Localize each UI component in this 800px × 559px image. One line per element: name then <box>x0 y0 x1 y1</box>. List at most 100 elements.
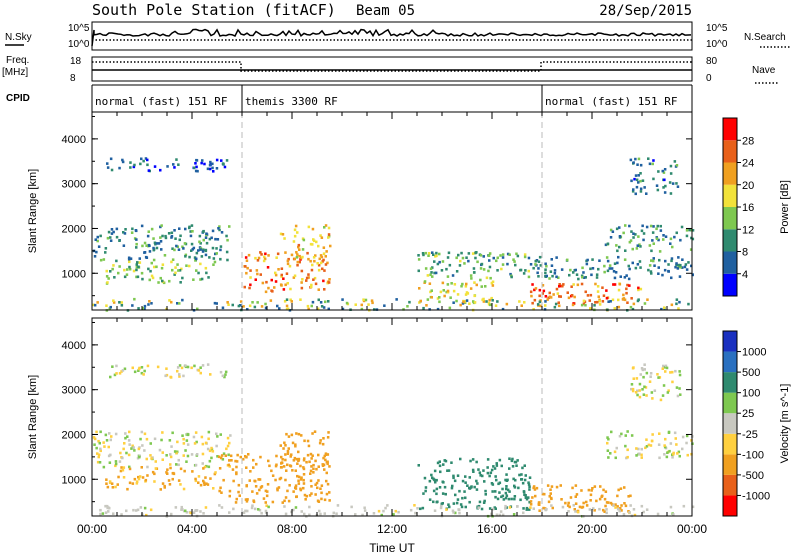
echo-cell <box>622 513 626 516</box>
echo-cell <box>237 483 241 487</box>
echo-cell <box>631 387 635 391</box>
echo-cell <box>146 234 150 238</box>
echo-cell <box>320 497 323 501</box>
echo-cell <box>651 433 654 436</box>
echo-cell <box>661 367 664 370</box>
echo-cell <box>127 258 131 261</box>
echo-cell <box>197 271 200 275</box>
echo-cell <box>601 286 604 289</box>
echo-cell <box>538 509 541 512</box>
echo-cell <box>667 270 670 273</box>
echo-cell <box>131 444 134 448</box>
echo-cell <box>219 248 222 252</box>
echo-cell <box>107 230 111 234</box>
nsky-trace <box>91 28 692 47</box>
echo-cell <box>309 452 313 456</box>
echo-cell <box>618 282 622 286</box>
echo-cell <box>206 483 210 486</box>
echo-cell <box>663 453 666 456</box>
echo-cell <box>320 255 324 259</box>
echo-cell <box>115 227 119 231</box>
echo-cell <box>220 231 224 234</box>
colorbar-swatch <box>723 118 737 141</box>
echo-cell <box>438 486 442 489</box>
echo-cell <box>302 466 305 469</box>
cpid-segments: normal (fast) 151 RF themis 3300 RF normal… <box>91 84 693 112</box>
echo-cell <box>182 487 186 491</box>
echo-cell <box>662 234 665 237</box>
echo-cell <box>173 166 176 169</box>
echo-cell <box>145 457 148 461</box>
echo-cell <box>687 302 690 306</box>
echo-cell <box>176 245 179 248</box>
echo-cells <box>92 157 695 312</box>
colorbar-tick-label: -100 <box>742 449 764 461</box>
echo-cell <box>154 242 157 246</box>
echo-cell <box>195 251 199 255</box>
echo-cell <box>465 282 468 286</box>
echo-cell <box>514 460 518 464</box>
echo-cell <box>651 239 654 242</box>
echo-cell <box>246 308 249 311</box>
echo-cell <box>109 305 112 309</box>
echo-cell <box>465 299 469 302</box>
echo-cell <box>194 431 198 434</box>
echo-cell <box>675 302 678 306</box>
echo-cell <box>244 265 247 268</box>
echo-cell <box>279 232 283 236</box>
echo-cell <box>589 499 592 502</box>
colorbar-tick-label: 28 <box>742 135 754 147</box>
echo-cell <box>687 261 690 264</box>
echo-cell <box>434 480 437 484</box>
echo-cell <box>676 185 680 188</box>
echo-cell <box>424 251 428 255</box>
echo-cell <box>658 250 662 253</box>
echo-cell <box>169 455 173 459</box>
echo-cell <box>553 269 557 272</box>
echo-cell <box>210 448 214 451</box>
echo-cell <box>316 486 319 490</box>
echo-cell <box>532 486 535 490</box>
echo-cell <box>645 508 649 511</box>
echo-cell <box>128 265 131 269</box>
echo-cell <box>196 307 199 311</box>
echo-cell <box>132 165 136 169</box>
echo-cell <box>675 164 679 167</box>
echo-cell <box>246 266 249 270</box>
echo-cell <box>299 256 303 260</box>
echo-cell <box>180 508 183 511</box>
echo-cell <box>312 467 315 471</box>
echo-cell <box>637 286 640 290</box>
echo-cell <box>488 474 491 478</box>
echo-cell <box>606 436 609 439</box>
echo-cell <box>97 439 100 443</box>
echo-cell <box>322 258 325 262</box>
echo-cell <box>445 290 448 294</box>
echo-cell <box>618 245 621 249</box>
echo-cell <box>488 507 492 510</box>
echo-cell <box>485 300 488 303</box>
echo-cell <box>143 432 147 436</box>
echo-cell <box>473 281 476 284</box>
echo-cell <box>477 468 480 471</box>
echo-cell <box>527 496 530 499</box>
echo-cell <box>490 512 493 516</box>
echo-cell <box>106 162 109 165</box>
echo-cell <box>168 299 171 302</box>
freq-label: Freq. <box>6 55 29 66</box>
echo-cell <box>177 269 180 272</box>
echo-cell <box>512 477 515 481</box>
echo-cell <box>631 389 635 393</box>
echo-cell <box>595 273 599 276</box>
cpid-segment-label: themis 3300 RF <box>245 95 338 108</box>
echo-cell <box>402 308 405 311</box>
echo-cell <box>291 441 295 445</box>
echo-cell <box>534 259 537 263</box>
echo-cell <box>226 238 229 242</box>
echo-cell <box>518 300 521 303</box>
echo-cell <box>669 505 673 509</box>
echo-cell <box>326 460 329 464</box>
echo-cell <box>294 486 297 489</box>
echo-cell <box>667 431 671 434</box>
echo-cell <box>580 282 584 286</box>
